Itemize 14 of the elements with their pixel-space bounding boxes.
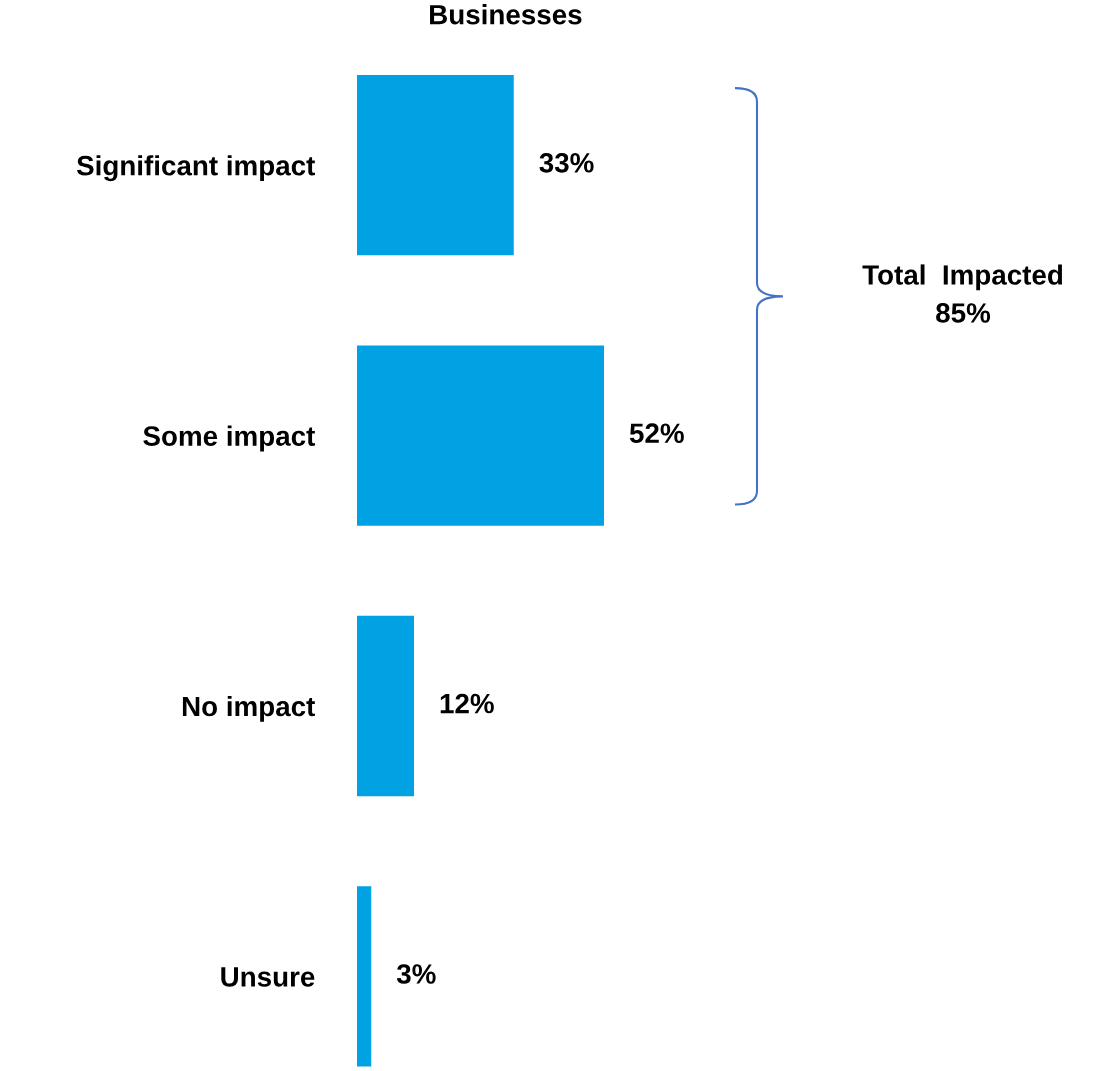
y-tick-label: Some impact <box>143 425 315 452</box>
bar <box>357 75 514 256</box>
bar <box>357 886 372 1067</box>
data-label: 33% <box>539 152 594 173</box>
chart-title: Businesses <box>430 4 582 25</box>
bar <box>357 345 604 526</box>
data-label: 52% <box>629 423 684 444</box>
data-label: 12% <box>440 693 494 714</box>
text: Total Impacted 85% <box>862 264 1063 323</box>
y-tick-label: No impact <box>182 695 315 722</box>
data-label: 3% <box>396 964 436 984</box>
y-tick-label: Significant impact <box>76 155 316 182</box>
bar <box>357 615 414 797</box>
y-tick-label: Unsure <box>221 967 315 987</box>
